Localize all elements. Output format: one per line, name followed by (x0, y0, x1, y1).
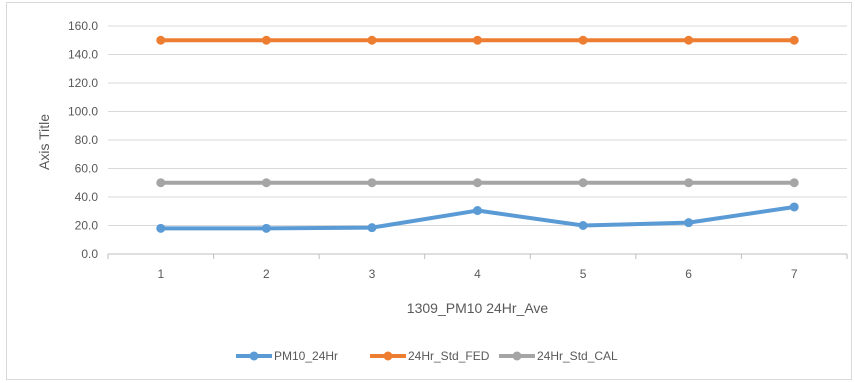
y-tick-label: 160.0 (68, 19, 98, 33)
data-point (684, 178, 694, 188)
legend-swatch-marker (383, 351, 393, 361)
data-point (473, 178, 482, 188)
y-tick-label: 140.0 (68, 48, 98, 62)
legend-swatch-marker (249, 351, 259, 361)
legend-item: 24Hr_Std_CAL (499, 349, 618, 363)
legend-label: 24Hr_Std_CAL (537, 349, 618, 363)
data-point (789, 202, 799, 212)
y-tick-label: 60.0 (75, 162, 99, 176)
x-axis (107, 253, 848, 259)
x-tick-label: 7 (791, 267, 798, 281)
legend-item: PM10_24Hr (236, 349, 338, 363)
y-axis-ticks: 0.0 20.0 40.0 60.0 80.0 100.0 120.0 140.0 160.0 (68, 19, 98, 261)
x-tick-label: 4 (474, 267, 481, 281)
series-group (156, 35, 799, 233)
chart-area (6, 2, 852, 380)
x-tick-label: 2 (263, 267, 270, 281)
y-tick-label: 100.0 (68, 105, 98, 119)
legend-label: PM10_24Hr (274, 349, 338, 363)
y-axis-title: Axis Title (36, 114, 52, 170)
data-point (367, 223, 377, 233)
x-tick-label: 1 (157, 267, 164, 281)
legend-item: 24Hr_Std_FED (370, 349, 490, 363)
legend-swatch-marker (512, 351, 522, 361)
x-tick-label: 6 (685, 267, 692, 281)
y-tick-label: 80.0 (75, 133, 99, 147)
x-axis-title: 1309_PM10 24Hr_Ave (407, 300, 549, 316)
series-24Hr_Std_CAL (156, 178, 799, 188)
data-point (473, 206, 482, 216)
x-axis-ticks: 1 2 3 4 5 6 7 (157, 267, 797, 281)
y-tick-label: 40.0 (75, 190, 99, 204)
data-point (473, 35, 482, 45)
data-point (367, 178, 377, 188)
data-point (156, 35, 166, 45)
data-point (367, 35, 377, 45)
data-point (261, 35, 271, 45)
data-point (684, 218, 694, 228)
legend: PM10_24Hr 24Hr_Std_FED 24Hr_Std_CAL (236, 349, 618, 363)
gridlines (108, 25, 847, 226)
data-point (578, 35, 588, 45)
data-point (261, 178, 271, 188)
data-point (156, 223, 166, 233)
data-point (578, 221, 588, 230)
series-24Hr_Std_FED (156, 35, 799, 45)
y-tick-label: 0.0 (81, 247, 98, 261)
x-tick-label: 5 (580, 267, 587, 281)
legend-label: 24Hr_Std_FED (408, 349, 490, 363)
data-point (789, 35, 799, 45)
data-point (578, 178, 588, 188)
data-point (261, 223, 271, 233)
data-point (789, 178, 799, 188)
series-PM10_24Hr (156, 202, 799, 233)
y-tick-label: 120.0 (68, 76, 98, 90)
data-point (156, 178, 166, 188)
data-point (684, 35, 694, 45)
x-tick-label: 3 (369, 267, 376, 281)
y-tick-label: 20.0 (75, 219, 99, 233)
